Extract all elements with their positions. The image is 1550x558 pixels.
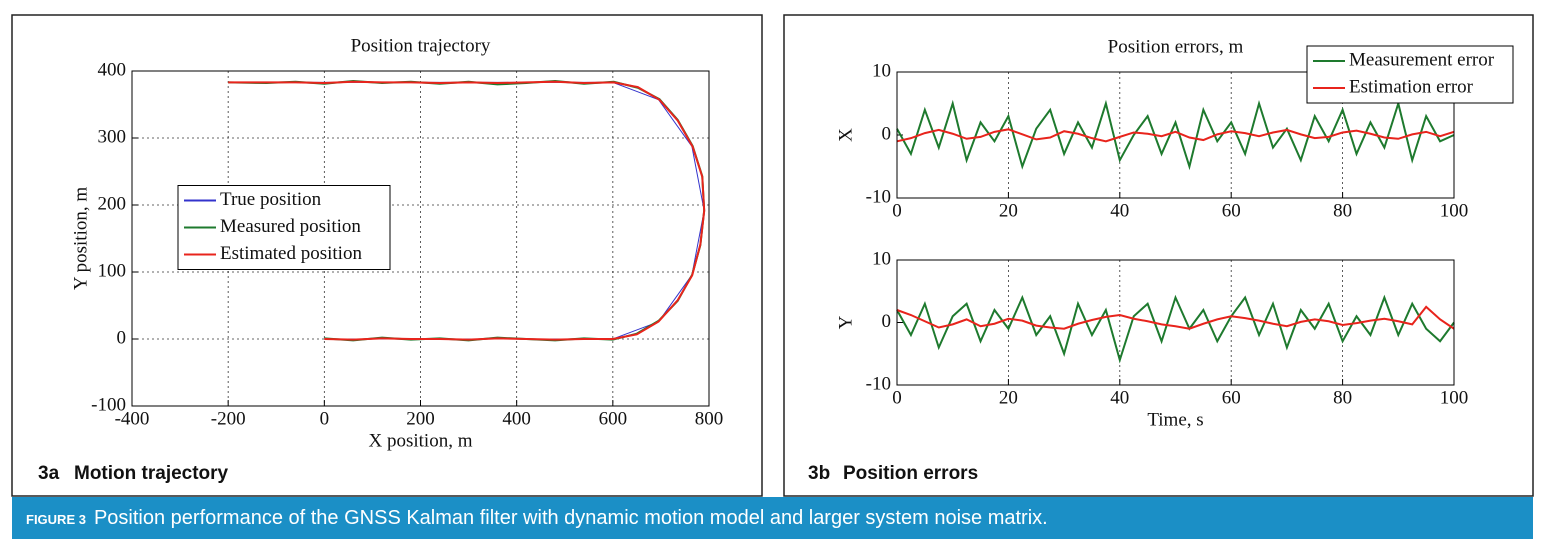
panel-title: Position errors [843, 463, 978, 484]
y-tick-label: 200 [98, 193, 127, 214]
x-tick-label: 800 [695, 408, 724, 429]
axes-frame [896, 259, 1455, 386]
y-tick-label: 100 [98, 260, 127, 281]
x-tick-label: 60 [1222, 387, 1241, 408]
x-tick-label: -200 [211, 408, 246, 429]
panel-frame [11, 14, 763, 497]
x-tick-label: 80 [1333, 387, 1352, 408]
y-tick-label: 10 [872, 60, 891, 81]
x-tick-label: 40 [1110, 200, 1129, 221]
y-tick-label: 300 [98, 126, 127, 147]
legend-label: Measured position [220, 216, 361, 237]
series-line [896, 294, 1455, 364]
y-tick-label: 0 [117, 327, 127, 348]
legend-label: Estimated position [220, 243, 362, 264]
legend-label: Measurement error [1349, 49, 1495, 70]
caption: Position performance of the GNSS Kalman … [93, 507, 1048, 529]
chart-title: Position trajectory [351, 35, 491, 56]
y-axis-label: Y position, m [70, 187, 91, 290]
series-line [896, 128, 1455, 143]
x-tick-label: 600 [599, 408, 628, 429]
y-axis-label: Y [835, 315, 856, 329]
figure: 3a Motion trajectory 3b Position errors … [11, 14, 1534, 497]
y-tick-label: 0 [882, 311, 892, 332]
panel-title: Motion trajectory [74, 463, 229, 484]
chart-title: Position errors, m [1108, 36, 1244, 57]
x-tick-label: 0 [892, 387, 902, 408]
x-axis-label: Time, s [1147, 409, 1203, 430]
panel-label: 3b [808, 463, 830, 484]
y-tick-label: -10 [866, 186, 891, 207]
axes-frame [131, 70, 710, 407]
y-tick-label: 400 [98, 59, 127, 80]
y-axis-label: X [835, 128, 856, 142]
legend-label: True position [220, 189, 322, 210]
x-tick-label: 0 [892, 200, 902, 221]
axes-frame [896, 71, 1455, 199]
panel-frame [783, 14, 1534, 497]
x-tick-label: 0 [320, 408, 330, 429]
x-tick-label: 200 [406, 408, 435, 429]
figure-label: FIGURE 3 [26, 512, 86, 527]
x-tick-label: 80 [1333, 200, 1352, 221]
series-line [896, 305, 1455, 330]
x-tick-label: 20 [999, 387, 1018, 408]
legend-box [1306, 45, 1514, 104]
caption-bar: FIGURE 3 Position performance of the GNSS… [12, 497, 1533, 539]
x-tick-label: 60 [1222, 200, 1241, 221]
series-line [228, 80, 706, 341]
y-tick-label: -100 [91, 394, 126, 415]
y-tick-label: 0 [882, 123, 892, 144]
legend-label: Estimation error [1349, 76, 1474, 97]
x-tick-label: 100 [1440, 387, 1469, 408]
y-tick-label: 10 [872, 248, 891, 269]
x-tick-label: -400 [115, 408, 150, 429]
y-tick-label: -10 [866, 373, 891, 394]
x-tick-label: 100 [1440, 200, 1469, 221]
x-tick-label: 20 [999, 200, 1018, 221]
x-axis-label: X position, m [369, 430, 473, 451]
series-line [896, 99, 1455, 171]
x-tick-label: 400 [502, 408, 531, 429]
x-tick-label: 40 [1110, 387, 1129, 408]
panel-label: 3a [38, 463, 60, 484]
